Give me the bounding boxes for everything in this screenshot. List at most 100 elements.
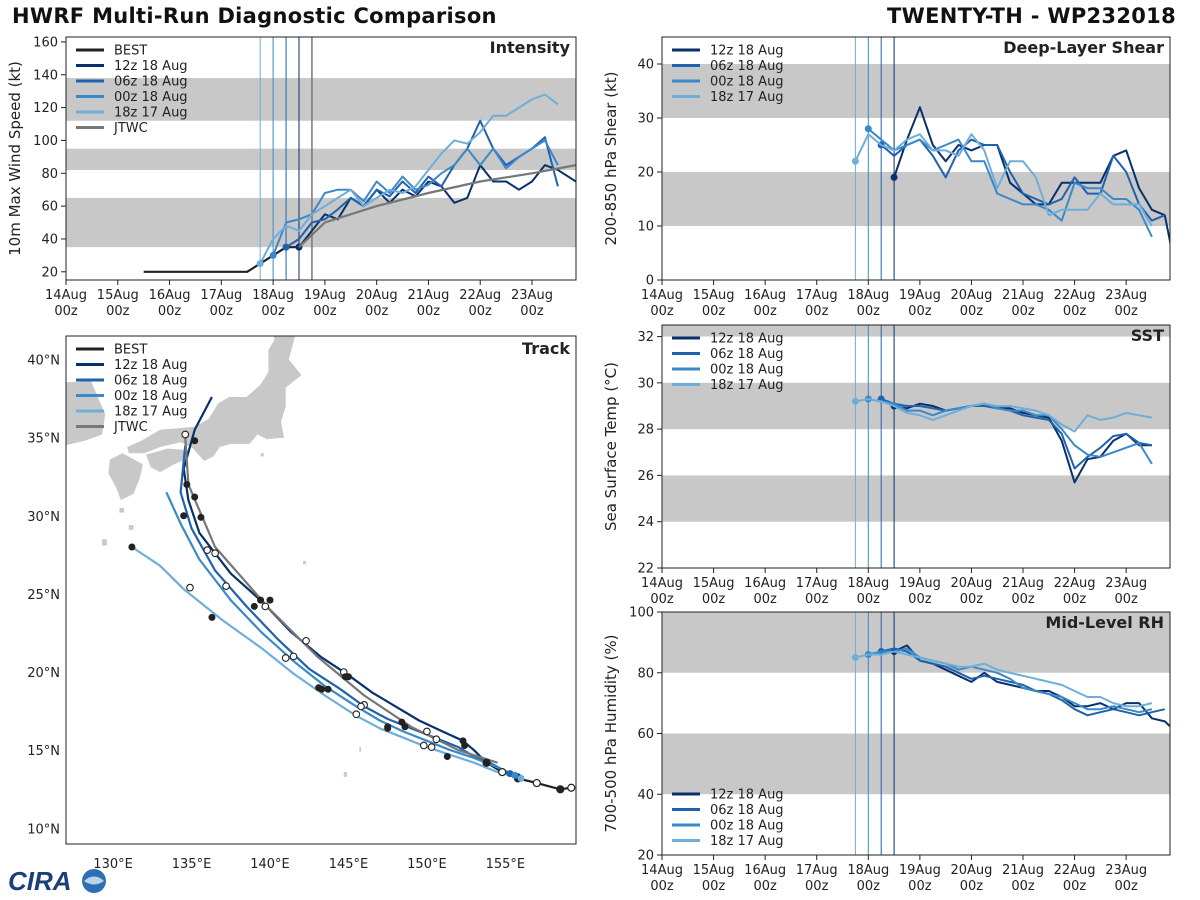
rh-title: Mid-Level RH — [1045, 613, 1164, 632]
sst-series-run_12z — [893, 402, 1152, 484]
intensity-band-2 — [66, 78, 576, 121]
sst-xtick-label-day: 15Aug — [693, 576, 735, 591]
intensity-start-point-run_18z — [256, 260, 264, 268]
sst-xtick-label-hour: 00z — [702, 592, 726, 607]
shear-xtick-label-day: 22Aug — [1054, 288, 1096, 303]
rh-xtick-label-day: 20Aug — [950, 863, 992, 878]
sst-xtick-label-hour: 00z — [753, 592, 777, 607]
rh-legend-label-run_18z: 18z 17 Aug — [710, 834, 784, 849]
shear-xtick-label-day: 20Aug — [950, 288, 992, 303]
intensity-xtick-label-hour: 00z — [106, 304, 130, 319]
intensity-series-jtwc — [298, 164, 576, 248]
intensity-xtick-label-hour: 00z — [417, 304, 441, 319]
track-point-open-run_00z — [419, 741, 428, 750]
sst-xtick-label-day: 22Aug — [1054, 576, 1096, 591]
rh-xtick-label-hour: 00z — [908, 879, 932, 894]
shear-series-run_06z — [880, 138, 1166, 222]
sst-xtick-label-hour: 00z — [650, 592, 674, 607]
rh-ytick-label: 60 — [637, 727, 654, 742]
intensity-xtick-label-hour: 00z — [365, 304, 389, 319]
track-best-point — [498, 767, 507, 777]
sst-xtick-label-hour: 00z — [1114, 592, 1138, 607]
track-xtick-label: 140°E — [250, 857, 290, 872]
track-point-open-run_06z — [302, 636, 310, 645]
intensity-xtick-label-hour: 00z — [520, 304, 544, 319]
track-ytick-label: 30°N — [27, 510, 60, 525]
track-point-filled-run_18z — [318, 685, 326, 693]
track-point-filled-run_12z — [191, 437, 199, 445]
track-series-run_12z — [182, 396, 519, 778]
rh-legend-label-run_06z: 06z 18 Aug — [710, 803, 784, 818]
intensity-band-0 — [66, 197, 576, 248]
honshu-land — [127, 336, 302, 461]
track-point-filled-run_12z — [183, 480, 191, 488]
track-point-open-run_00z — [357, 702, 365, 711]
track-legend-label-run_06z: 06z 18 Aug — [114, 374, 188, 389]
mariana-island — [359, 747, 361, 752]
sst-series-run_18z — [855, 398, 1153, 433]
track-series-jtwc — [184, 437, 498, 764]
sst-start-point-run_18z — [851, 397, 859, 405]
intensity-xtick-label-day: 21Aug — [407, 288, 449, 303]
intensity-series-run_12z — [298, 164, 576, 248]
shear-legend-label-run_06z: 06z 18 Aug — [710, 59, 784, 74]
shear-legend-label-run_00z: 00z 18 Aug — [710, 75, 784, 90]
intensity-ytick-label: 80 — [41, 167, 58, 182]
shear-start-point-run_00z — [864, 125, 872, 133]
shear-xtick-label-day: 17Aug — [796, 288, 838, 303]
track-ytick-label: 10°N — [27, 822, 60, 837]
intensity-ytick-label: 140 — [33, 68, 58, 83]
track-ytick-label: 35°N — [27, 432, 60, 447]
track-point-filled-run_06z — [341, 673, 349, 681]
sst-band-2 — [662, 325, 1170, 337]
shear-ytick-label: 0 — [646, 274, 654, 289]
sst-xtick-label-hour: 00z — [805, 592, 829, 607]
track-point-open-run_00z — [289, 652, 298, 661]
shear-ytick-label: 20 — [637, 166, 654, 181]
intensity-start-point-run_06z — [282, 243, 290, 251]
track-point-filled-run_18z — [208, 613, 216, 621]
track-point-open-run_18z — [427, 743, 436, 751]
intensity-ylabel: 10m Max Wind Speed (kt) — [6, 61, 24, 256]
shear-series-run_00z — [867, 128, 1153, 238]
sst-series-run_00z — [868, 398, 1153, 465]
shear-xtick-label-hour: 00z — [805, 304, 829, 319]
intensity-xtick-label-day: 16Aug — [149, 288, 191, 303]
sst-series-run_06z — [880, 398, 1153, 470]
shear-band-0 — [662, 172, 1170, 226]
intensity-xtick-label-hour: 00z — [158, 304, 182, 319]
sst-xtick-label-hour: 00z — [857, 592, 881, 607]
track-frame — [65, 335, 577, 845]
rh-xtick-label-hour: 00z — [650, 879, 674, 894]
track-point-open-run_06z — [211, 549, 219, 558]
rh-xtick-label-day: 16Aug — [744, 863, 786, 878]
sst-legend-label-run_12z: 12z 18 Aug — [710, 332, 784, 347]
rh-start-point-run_18z — [851, 654, 859, 662]
sst-xtick-label-day: 17Aug — [796, 576, 838, 591]
rh-xtick-label-hour: 00z — [1011, 879, 1035, 894]
track-best-point — [532, 778, 541, 788]
rh-series-run_00z — [868, 647, 1153, 714]
sst-ytick-label: 30 — [637, 376, 654, 391]
sst-legend-label-run_18z: 18z 17 Aug — [710, 378, 784, 393]
shear-xtick-label-hour: 00z — [650, 304, 674, 319]
shear-xtick-label-day: 23Aug — [1105, 288, 1147, 303]
intensity-series-run_06z — [285, 119, 559, 249]
track-point-open-run_18z — [352, 710, 361, 719]
track-title: Track — [522, 339, 570, 358]
track-point-filled-run_06z — [191, 493, 199, 501]
intensity-start-point-run_00z — [269, 251, 277, 259]
track-point-open-run_12z — [203, 546, 212, 554]
sst-ytick-label: 32 — [637, 330, 654, 345]
intensity-xtick-label-day: 19Aug — [304, 288, 346, 303]
track-legend-label-jtwc: JTWC — [113, 420, 148, 435]
track-point-filled-run_18z — [128, 543, 136, 551]
shear-xtick-label-hour: 00z — [1114, 304, 1138, 319]
rh-xtick-label-hour: 00z — [753, 879, 777, 894]
intensity-xtick-label-hour: 00z — [210, 304, 234, 319]
intensity-legend-label-run_00z: 00z 18 Aug — [114, 90, 188, 105]
track-best-point — [556, 785, 565, 794]
shear-xtick-label-hour: 00z — [702, 304, 726, 319]
intensity-xtick-label-day: 22Aug — [459, 288, 501, 303]
